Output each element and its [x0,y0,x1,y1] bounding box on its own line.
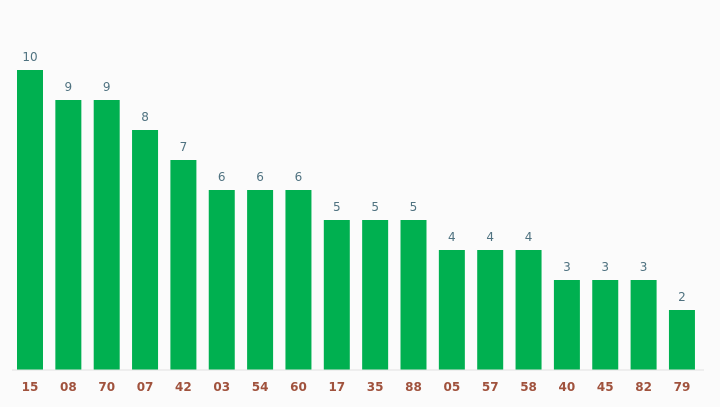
value-label-57: 4 [486,230,494,244]
bar-40 [553,280,580,370]
x-tick-label-45: 45 [597,380,614,394]
x-tick-label-82: 82 [635,380,652,394]
bar-05 [438,250,465,370]
value-labels-layer: 10 9 9 8 7 6 6 6 5 5 5 4 4 4 3 3 3 2 [22,50,685,304]
x-tick-label-88: 88 [405,380,422,394]
value-label-45: 3 [601,260,609,274]
x-tick-label-54: 54 [252,380,269,394]
value-label-82: 3 [640,260,648,274]
x-tick-label-40: 40 [559,380,576,394]
bar-54 [247,190,274,370]
value-label-79: 2 [678,290,686,304]
value-label-40: 3 [563,260,571,274]
value-label-07: 8 [141,110,149,124]
bar-58 [515,250,542,370]
bar-45 [592,280,619,370]
bar-60 [285,190,312,370]
bar-07 [132,130,159,370]
value-label-05: 4 [448,230,456,244]
x-tick-label-05: 05 [443,380,460,394]
value-label-88: 5 [410,200,418,214]
bar-42 [170,160,197,370]
value-label-17: 5 [333,200,341,214]
bar-88 [400,220,427,370]
bars-layer [17,70,695,370]
x-tick-label-07: 07 [137,380,154,394]
bar-35 [362,220,389,370]
value-label-08: 9 [65,80,73,94]
bar-08 [55,100,82,370]
x-tick-label-42: 42 [175,380,192,394]
x-tick-label-03: 03 [213,380,230,394]
value-label-03: 6 [218,170,226,184]
bar-70 [93,100,120,370]
bar-57 [477,250,504,370]
x-axis-tick-labels: 15 08 70 07 42 03 54 60 17 35 88 05 57 58 40 45 82 79 [22,380,691,394]
value-label-35: 5 [371,200,379,214]
x-tick-label-35: 35 [367,380,384,394]
x-tick-label-70: 70 [98,380,115,394]
bar-79 [668,310,695,370]
x-tick-label-17: 17 [328,380,345,394]
value-label-42: 7 [180,140,188,154]
x-tick-label-79: 79 [674,380,691,394]
bar-03 [208,190,235,370]
bar-82 [630,280,657,370]
value-label-15: 10 [22,50,37,64]
x-tick-label-57: 57 [482,380,499,394]
bar-15 [17,70,43,370]
value-label-54: 6 [256,170,264,184]
value-label-60: 6 [295,170,303,184]
x-tick-label-08: 08 [60,380,77,394]
value-label-70: 9 [103,80,111,94]
x-tick-label-58: 58 [520,380,537,394]
bar-17 [323,220,350,370]
x-tick-label-15: 15 [22,380,39,394]
value-label-58: 4 [525,230,533,244]
x-tick-label-60: 60 [290,380,307,394]
